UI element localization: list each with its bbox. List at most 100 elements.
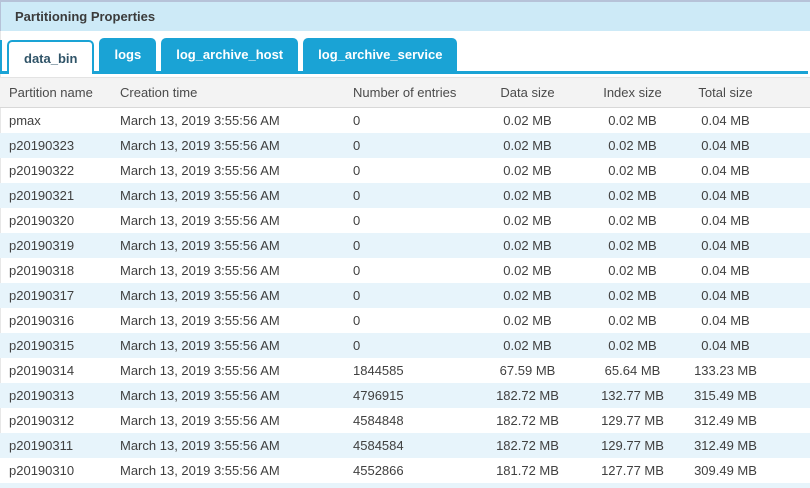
table-row: p20190316March 13, 2019 3:55:56 AM00.02 …: [0, 308, 810, 333]
table-row: p20190320March 13, 2019 3:55:56 AM00.02 …: [0, 208, 810, 233]
cell-creation-time: March 13, 2019 3:55:56 AM: [112, 258, 345, 283]
table-row: p20190312March 13, 2019 3:55:56 AM458484…: [0, 408, 810, 433]
table-row: p20190323March 13, 2019 3:55:56 AM00.02 …: [0, 133, 810, 158]
cell-data-size: 0.02 MB: [475, 158, 580, 183]
panel-title-bar: Partitioning Properties: [0, 0, 810, 31]
cell-data-size: 0.02 MB: [475, 208, 580, 233]
cell-data-size: 182.72 MB: [475, 408, 580, 433]
cell-total-size: 0.04 MB: [685, 308, 810, 333]
cell-partition-name: p20190311: [0, 433, 112, 458]
cell-number-of-entries: 0: [345, 208, 475, 233]
cell-creation-time: March 13, 2019 3:55:56 AM: [112, 383, 345, 408]
cell-partition-name: p20190323: [0, 133, 112, 158]
cell-index-size: 0.02 MB: [580, 233, 685, 258]
cell-data-size: 0.02 MB: [475, 108, 580, 134]
cell-index-size: 129.77 MB: [580, 433, 685, 458]
table-row: p20190322March 13, 2019 3:55:56 AM00.02 …: [0, 158, 810, 183]
table-row: p20190321March 13, 2019 3:55:56 AM00.02 …: [0, 183, 810, 208]
column-header-total-size: Total size: [685, 78, 810, 108]
cell-total-size: 0.04 MB: [685, 258, 810, 283]
column-header-data-size: Data size: [475, 78, 580, 108]
cell-data-size: 0.02 MB: [475, 308, 580, 333]
cell-partition-name: p20190320: [0, 208, 112, 233]
panel-title: Partitioning Properties: [15, 9, 155, 24]
cell-creation-time: March 13, 2019 3:55:56 AM: [112, 458, 345, 483]
table-row: p20190313March 13, 2019 3:55:56 AM479691…: [0, 383, 810, 408]
cell-number-of-entries: 4584848: [345, 408, 475, 433]
cell-total-size: 312.49 MB: [685, 408, 810, 433]
cell-index-size: 0.02 MB: [580, 108, 685, 134]
cell-index-size: 0.02 MB: [580, 258, 685, 283]
cell-number-of-entries: 0: [345, 158, 475, 183]
cell-data-size: 0.02 MB: [475, 333, 580, 358]
cell-partition-name: p20190313: [0, 383, 112, 408]
cell-index-size: 129.77 MB: [580, 408, 685, 433]
cell-index-size: 132.77 MB: [580, 383, 685, 408]
cell-number-of-entries: 0: [345, 258, 475, 283]
tab-logs[interactable]: logs: [99, 38, 156, 71]
cell-number-of-entries: 0: [345, 308, 475, 333]
cell-partition-name: pmax: [0, 108, 112, 134]
cell-creation-time: March 13, 2019 3:55:56 AM: [112, 108, 345, 134]
column-header-partition-name: Partition name: [0, 78, 112, 108]
cell-data-size: 0.02 MB: [475, 283, 580, 308]
cell-creation-time: March 13, 2019 3:55:56 AM: [112, 283, 345, 308]
cell-number-of-entries: 0: [345, 333, 475, 358]
cell-index-size: 0.02 MB: [580, 333, 685, 358]
cell-creation-time: March 13, 2019 3:55:56 AM: [112, 408, 345, 433]
cell-total-size: 309.49 MB: [685, 458, 810, 483]
cell-index-size: 0.02 MB: [580, 133, 685, 158]
cell-partition-name: p20190314: [0, 358, 112, 383]
tab-log-archive-service[interactable]: log_archive_service: [303, 38, 457, 71]
column-header-number-of-entries: Number of entries: [345, 78, 475, 108]
cell-creation-time: March 13, 2019 3:55:56 AM: [112, 133, 345, 158]
table-header-row: Partition nameCreation timeNumber of ent…: [0, 78, 810, 108]
cell-index-size: 0.02 MB: [580, 183, 685, 208]
cell-data-size: 181.72 MB: [475, 458, 580, 483]
cell-index-size: 127.77 MB: [580, 458, 685, 483]
partitions-table: Partition nameCreation timeNumber of ent…: [0, 77, 810, 483]
table-row: p20190319March 13, 2019 3:55:56 AM00.02 …: [0, 233, 810, 258]
tab-strip-underline: [0, 71, 808, 74]
cell-total-size: 0.04 MB: [685, 133, 810, 158]
cell-creation-time: March 13, 2019 3:55:56 AM: [112, 158, 345, 183]
cell-number-of-entries: 4584584: [345, 433, 475, 458]
cell-number-of-entries: 0: [345, 108, 475, 134]
cell-data-size: 0.02 MB: [475, 183, 580, 208]
cell-data-size: 0.02 MB: [475, 233, 580, 258]
cell-number-of-entries: 0: [345, 133, 475, 158]
cell-partition-name: p20190322: [0, 158, 112, 183]
cell-total-size: 0.04 MB: [685, 208, 810, 233]
cell-number-of-entries: 4552866: [345, 458, 475, 483]
cell-creation-time: March 13, 2019 3:55:56 AM: [112, 233, 345, 258]
tab-strip: data_binlogslog_archive_hostlog_archive_…: [0, 38, 810, 74]
table-row: p20190317March 13, 2019 3:55:56 AM00.02 …: [0, 283, 810, 308]
cell-total-size: 0.04 MB: [685, 233, 810, 258]
cell-index-size: 0.02 MB: [580, 208, 685, 233]
cell-total-size: 0.04 MB: [685, 283, 810, 308]
partial-next-row: [0, 483, 810, 488]
table-row: p20190310March 13, 2019 3:55:56 AM455286…: [0, 458, 810, 483]
cell-data-size: 67.59 MB: [475, 358, 580, 383]
cell-total-size: 0.04 MB: [685, 333, 810, 358]
cell-total-size: 0.04 MB: [685, 183, 810, 208]
tab-data-bin[interactable]: data_bin: [7, 40, 94, 74]
cell-partition-name: p20190312: [0, 408, 112, 433]
cell-index-size: 65.64 MB: [580, 358, 685, 383]
cell-number-of-entries: 0: [345, 283, 475, 308]
cell-data-size: 0.02 MB: [475, 258, 580, 283]
tab-log-archive-host[interactable]: log_archive_host: [161, 38, 298, 71]
cell-total-size: 0.04 MB: [685, 108, 810, 134]
cell-data-size: 0.02 MB: [475, 133, 580, 158]
table-row: p20190311March 13, 2019 3:55:56 AM458458…: [0, 433, 810, 458]
cell-total-size: 312.49 MB: [685, 433, 810, 458]
table-row: p20190318March 13, 2019 3:55:56 AM00.02 …: [0, 258, 810, 283]
cell-creation-time: March 13, 2019 3:55:56 AM: [112, 333, 345, 358]
cell-total-size: 315.49 MB: [685, 383, 810, 408]
cell-creation-time: March 13, 2019 3:55:56 AM: [112, 308, 345, 333]
cell-creation-time: March 13, 2019 3:55:56 AM: [112, 358, 345, 383]
cell-number-of-entries: 0: [345, 233, 475, 258]
cell-total-size: 0.04 MB: [685, 158, 810, 183]
cell-partition-name: p20190319: [0, 233, 112, 258]
cell-number-of-entries: 4796915: [345, 383, 475, 408]
